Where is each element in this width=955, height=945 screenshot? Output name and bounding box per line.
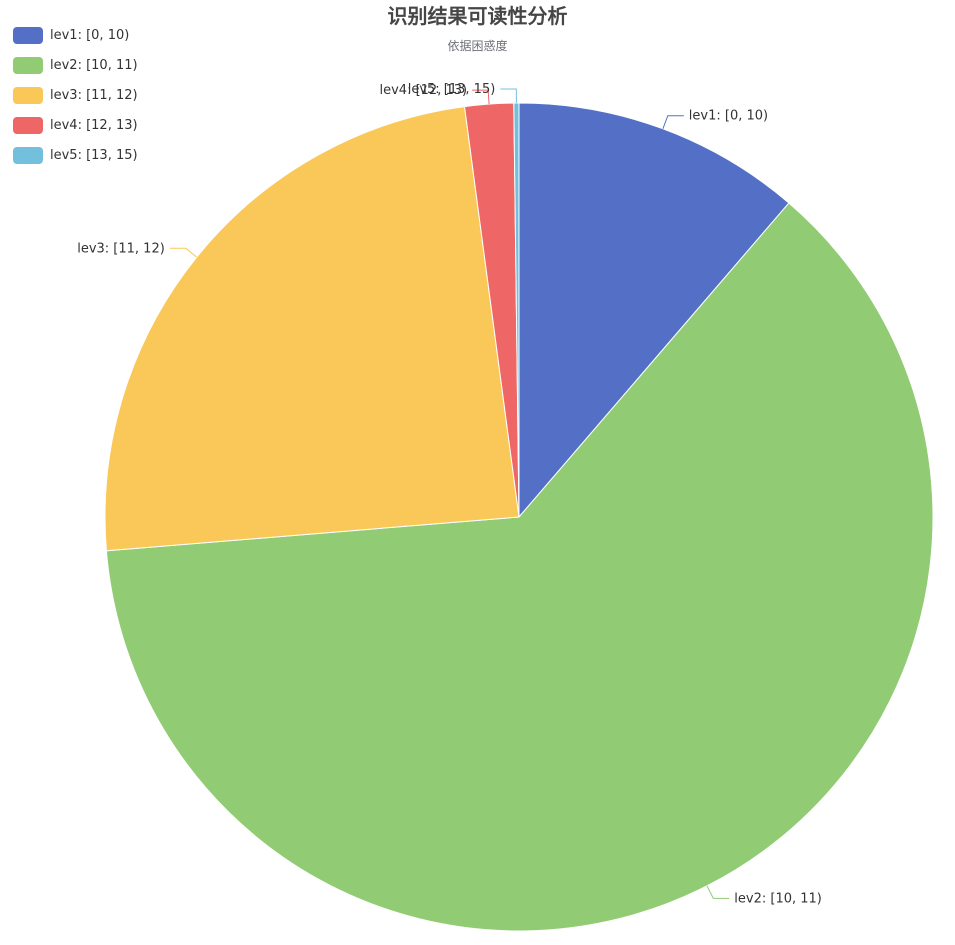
legend-label: lev1: [0, 10) — [50, 27, 130, 43]
pie-slice-lev5[interactable] — [513, 102, 520, 518]
legend-label: lev4: [12, 13) — [50, 117, 138, 133]
leader-line-lev3 — [169, 247, 198, 258]
pie-slice-lev2[interactable] — [105, 202, 934, 932]
legend-item-lev5[interactable]: lev5: [13, 15) — [13, 140, 138, 170]
legend-label: lev3: [11, 12) — [50, 87, 138, 103]
slice-label-lev5: lev5: [13, 15) — [408, 82, 496, 97]
legend-item-lev2[interactable]: lev2: [10, 11) — [13, 50, 138, 80]
slice-label-lev3: lev3: [11, 12) — [77, 241, 165, 256]
legend-swatch — [13, 146, 43, 164]
slice-label-lev2: lev2: [10, 11) — [734, 891, 822, 906]
legend-swatch — [13, 86, 43, 104]
legend-item-lev4[interactable]: lev4: [12, 13) — [13, 110, 138, 140]
chart-legend: lev1: [0, 10) lev2: [10, 11) lev3: [11, … — [13, 20, 138, 170]
leader-line-lev2 — [706, 885, 730, 899]
legend-label: lev2: [10, 11) — [50, 57, 138, 73]
legend-swatch — [13, 56, 43, 74]
slice-label-lev4: lev4: [12, 13) — [380, 83, 468, 98]
legend-label: lev5: [13, 15) — [50, 147, 138, 163]
slice-label-lev1: lev1: [0, 10) — [689, 109, 768, 124]
legend-item-lev3[interactable]: lev3: [11, 12) — [13, 80, 138, 110]
chart-subtitle: 依据困惑度 — [447, 39, 508, 53]
chart-title: 识别结果可读性分析 — [387, 4, 568, 28]
leader-line-lev4 — [472, 89, 490, 105]
legend-swatch — [13, 26, 43, 44]
leader-line-lev5 — [500, 88, 517, 104]
leader-line-lev1 — [662, 115, 684, 129]
legend-swatch — [13, 116, 43, 134]
legend-item-lev1[interactable]: lev1: [0, 10) — [13, 20, 138, 50]
pie-slice-lev1[interactable] — [518, 102, 790, 519]
pie-slice-lev3[interactable] — [104, 106, 520, 552]
